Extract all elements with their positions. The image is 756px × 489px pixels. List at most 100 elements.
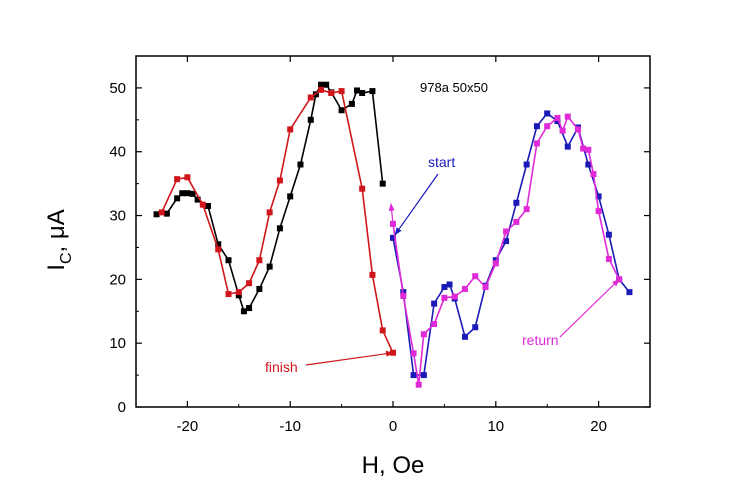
data-point: [420, 372, 427, 379]
data-point: [533, 140, 540, 147]
data-point: [163, 210, 170, 217]
series-1: [158, 86, 396, 356]
annotation-arrow-start: [394, 173, 439, 236]
data-point: [575, 126, 582, 133]
data-point: [590, 171, 597, 178]
data-point: [266, 209, 273, 216]
data-point: [431, 321, 438, 328]
y-tick-label: 0: [118, 399, 126, 416]
data-point: [580, 145, 587, 152]
data-point: [246, 305, 253, 312]
data-point: [410, 372, 417, 379]
data-point: [235, 289, 242, 296]
axis-ticks: -20 -10 0 10 20 0 10 20 30 40 50: [109, 56, 650, 435]
data-point: [287, 126, 294, 133]
data-point: [323, 81, 330, 88]
data-point: [503, 228, 510, 235]
y-axis-title-sub: C: [58, 252, 75, 264]
y-tick-label: 40: [109, 144, 126, 161]
series-3: [390, 113, 623, 388]
data-point: [492, 260, 499, 267]
annotation-arrow-finish: [305, 350, 394, 366]
annotation-arrow-return: [559, 278, 620, 338]
data-point: [276, 225, 283, 232]
data-point: [307, 94, 314, 101]
data-point: [461, 285, 468, 292]
data-point: [287, 193, 294, 200]
x-tick-label: 10: [487, 418, 504, 435]
series-2: [390, 110, 633, 379]
data-point: [338, 88, 345, 95]
data-point: [338, 107, 345, 114]
data-point: [523, 206, 530, 213]
data-point: [204, 202, 211, 209]
data-point: [318, 86, 325, 93]
data-point: [359, 185, 366, 192]
data-point: [158, 209, 165, 216]
data-point: [595, 193, 602, 200]
series-line: [392, 112, 631, 376]
x-tick-label: 20: [590, 418, 607, 435]
data-point: [348, 100, 355, 107]
data-point: [544, 110, 551, 117]
data-point: [379, 180, 386, 187]
data-point: [297, 161, 304, 168]
series-line: [160, 88, 394, 354]
data-point: [492, 257, 499, 264]
annotation-label-start: start: [428, 154, 455, 170]
data-point: [605, 231, 612, 238]
data-point: [225, 257, 232, 264]
data-point: [605, 255, 612, 262]
data-point: [390, 234, 396, 241]
data-point: [328, 90, 335, 97]
data-point: [431, 300, 438, 307]
data-point: [461, 333, 468, 340]
data-point: [415, 381, 422, 388]
data-point: [503, 238, 510, 245]
data-point: [441, 294, 448, 301]
data-point: [451, 293, 458, 300]
data-point: [544, 123, 551, 130]
data-point: [318, 81, 325, 88]
data-point: [559, 127, 566, 134]
series-line: [156, 83, 384, 313]
data-point: [585, 161, 592, 168]
data-point: [369, 271, 376, 278]
data-point: [266, 263, 273, 270]
data-point: [235, 292, 242, 299]
y-tick-label: 30: [109, 208, 126, 225]
data-point: [472, 273, 479, 280]
data-point: [199, 201, 206, 208]
data-point: [482, 284, 489, 291]
data-point: [194, 196, 201, 203]
annotation-label-return: return: [522, 332, 559, 348]
data-point: [523, 161, 530, 168]
data-point: [446, 281, 453, 288]
data-point: [533, 123, 540, 130]
data-point: [189, 190, 196, 197]
data-point: [246, 280, 253, 287]
data-point: [472, 324, 479, 331]
data-point: [359, 90, 366, 97]
data-point: [354, 87, 361, 94]
data-point: [379, 327, 386, 334]
data-point: [215, 246, 222, 253]
y-axis-title: IC, μA: [43, 209, 75, 270]
x-tick-label: 0: [389, 418, 397, 435]
y-axis-title-main: I: [43, 264, 70, 271]
x-axis-title: H, Oe: [362, 452, 425, 479]
y-tick-label: 10: [109, 335, 126, 352]
data-point: [626, 289, 633, 296]
data-point: [153, 211, 160, 218]
data-point: [441, 284, 448, 291]
data-point: [307, 116, 314, 123]
data-point: [256, 285, 263, 292]
data-point: [585, 146, 592, 153]
data-point: [554, 114, 561, 121]
data-point: [215, 241, 222, 248]
return-end-arrow: [388, 202, 395, 224]
data-point: [554, 118, 561, 125]
y-axis-title-rest: , μA: [43, 209, 70, 252]
series-line: [392, 114, 620, 385]
